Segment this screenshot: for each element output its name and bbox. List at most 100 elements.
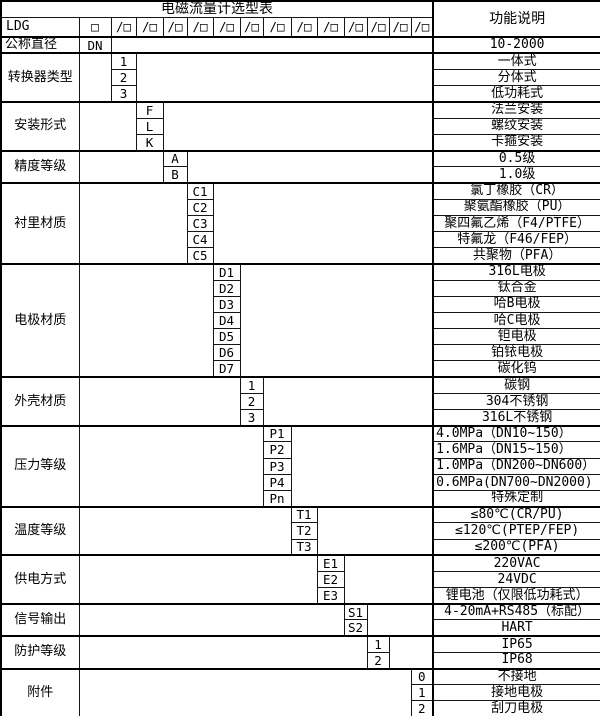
option-code-cell: T3 — [290, 538, 318, 556]
option-code-cell: 2 — [110, 69, 137, 87]
merged-strip — [162, 100, 434, 151]
option-desc-cell: 哈C电极 — [432, 311, 600, 330]
option-row: 安装形式 F 法兰安装 — [0, 100, 600, 151]
category-label: 附件 — [0, 667, 80, 716]
merged-strip — [135, 52, 434, 103]
option-code-cell: D3 — [212, 295, 241, 313]
option-code-cell: 1 — [410, 684, 434, 702]
merged-strip — [78, 554, 318, 605]
option-desc-cell: 刮刀电极 — [432, 700, 600, 716]
option-row: D3 哈B电极 — [1, 295, 600, 313]
merged-strip — [366, 602, 434, 637]
category-label: 外壳材质 — [0, 376, 80, 427]
option-row: 附件 0 不接地 — [0, 667, 600, 716]
option-desc-cell: 220VAC — [432, 554, 600, 572]
option-desc-cell: 分体式 — [432, 69, 600, 87]
option-desc-cell: 钛合金 — [432, 279, 600, 297]
option-desc-cell: 0.5级 — [432, 149, 600, 168]
option-code-cell: L — [135, 117, 164, 135]
option-desc-cell: 螺纹安装 — [432, 117, 600, 135]
option-code-cell: C1 — [186, 181, 214, 200]
category-label: 供电方式 — [0, 554, 80, 605]
option-code-cell: P4 — [262, 473, 292, 491]
option-desc-cell: 316L电极 — [432, 262, 600, 281]
option-desc-cell: IP68 — [432, 651, 600, 670]
option-code-cell: F — [135, 100, 164, 119]
option-desc-cell: 低功耗式 — [432, 85, 600, 103]
option-code-cell: E1 — [316, 554, 345, 572]
category-label: 公称直径 — [0, 36, 80, 54]
option-desc-cell: 不接地 — [432, 667, 600, 686]
merged-strip — [212, 181, 434, 265]
option-row: T3 ≤200℃(PFA) — [1, 538, 600, 556]
merged-strip — [239, 262, 434, 378]
option-row: P3 1.0MPa（DN200~DN600） — [1, 457, 600, 475]
merged-strip — [262, 376, 434, 427]
option-code-cell: E2 — [316, 570, 345, 589]
category-label: 温度等级 — [0, 505, 80, 556]
option-desc-cell: 钽电极 — [432, 328, 600, 346]
option-desc-cell: 1.0MPa（DN200~DN600） — [432, 457, 600, 475]
model-slot-cell: /□ — [343, 16, 368, 38]
option-code-cell: 0 — [410, 667, 434, 686]
option-desc-cell: 1.0级 — [432, 166, 600, 184]
option-row: 信号输出 S1 4-20mA+RS485（标配） — [0, 602, 600, 637]
merged-strip — [78, 262, 214, 378]
model-slot-cell: /□ — [212, 16, 241, 38]
option-row: 防护等级 1 IP65 — [0, 635, 600, 670]
option-code-cell: D6 — [212, 344, 241, 362]
option-desc-cell: 碳化钨 — [432, 360, 600, 378]
option-code-cell: D4 — [212, 311, 241, 330]
merged-strip — [343, 554, 434, 605]
category-label: 安装形式 — [0, 100, 80, 151]
option-row: 压力等级 P1 4.0MPa（DN10~150） — [0, 424, 600, 508]
option-desc-cell: 0.6MPa(DN700~DN2000) — [432, 473, 600, 491]
option-row: 衬里材质 C1 氯丁橡胶（CR） — [0, 181, 600, 265]
option-row: C4 特氟龙（F46/FEP） — [1, 230, 600, 249]
option-row: 3 316L不锈钢 — [1, 408, 600, 427]
model-slot-cell: /□ — [186, 16, 214, 38]
option-row: D7 碳化钨 — [1, 360, 600, 378]
model-slot-cell: /□ — [388, 16, 412, 38]
option-code-cell: P2 — [262, 441, 292, 459]
model-prefix: LDG — [0, 16, 80, 38]
option-code-cell: DN — [78, 36, 112, 54]
option-code-cell: 1 — [366, 635, 390, 653]
option-desc-cell: 氯丁橡胶（CR） — [432, 181, 600, 200]
model-slot-cell: /□ — [366, 16, 390, 38]
option-desc-cell: 4-20mA+RS485（标配） — [432, 602, 600, 621]
category-label: 衬里材质 — [0, 181, 80, 265]
option-code-cell: C5 — [186, 247, 214, 265]
option-row: 2 IP68 — [1, 651, 600, 670]
option-desc-cell: 304不锈钢 — [432, 392, 600, 411]
option-desc-cell: 碳钢 — [432, 376, 600, 394]
option-code-cell: 1 — [239, 376, 264, 394]
option-desc-cell: HART — [432, 619, 600, 637]
merged-strip — [290, 424, 434, 508]
merged-strip — [388, 635, 434, 670]
option-code-cell: C2 — [186, 198, 214, 216]
option-code-cell: 2 — [410, 700, 434, 716]
option-code-cell: D5 — [212, 328, 241, 346]
option-code-cell: D1 — [212, 262, 241, 281]
option-row: 电极材质 D1 316L电极 — [0, 262, 600, 378]
category-label: 精度等级 — [0, 149, 80, 184]
option-desc-cell: 共聚物（PFA） — [432, 247, 600, 265]
merged-strip — [78, 52, 112, 103]
merged-strip — [78, 667, 412, 716]
model-slot-cell: /□ — [410, 16, 434, 38]
model-slot-cell: /□ — [290, 16, 318, 38]
option-code-cell: C3 — [186, 214, 214, 232]
category-label: 电极材质 — [0, 262, 80, 378]
option-desc-cell: 1.6MPa（DN15~150） — [432, 441, 600, 459]
option-desc-cell: IP65 — [432, 635, 600, 653]
option-code-cell: K — [135, 133, 164, 152]
option-desc-cell: 聚氨酯橡胶（PU） — [432, 198, 600, 216]
merged-strip — [78, 424, 264, 508]
option-code-cell: E3 — [316, 587, 345, 605]
merged-strip — [110, 36, 434, 54]
option-row: T2 ≤120℃(PTEP/FEP) — [1, 522, 600, 540]
option-code-cell: D7 — [212, 360, 241, 378]
